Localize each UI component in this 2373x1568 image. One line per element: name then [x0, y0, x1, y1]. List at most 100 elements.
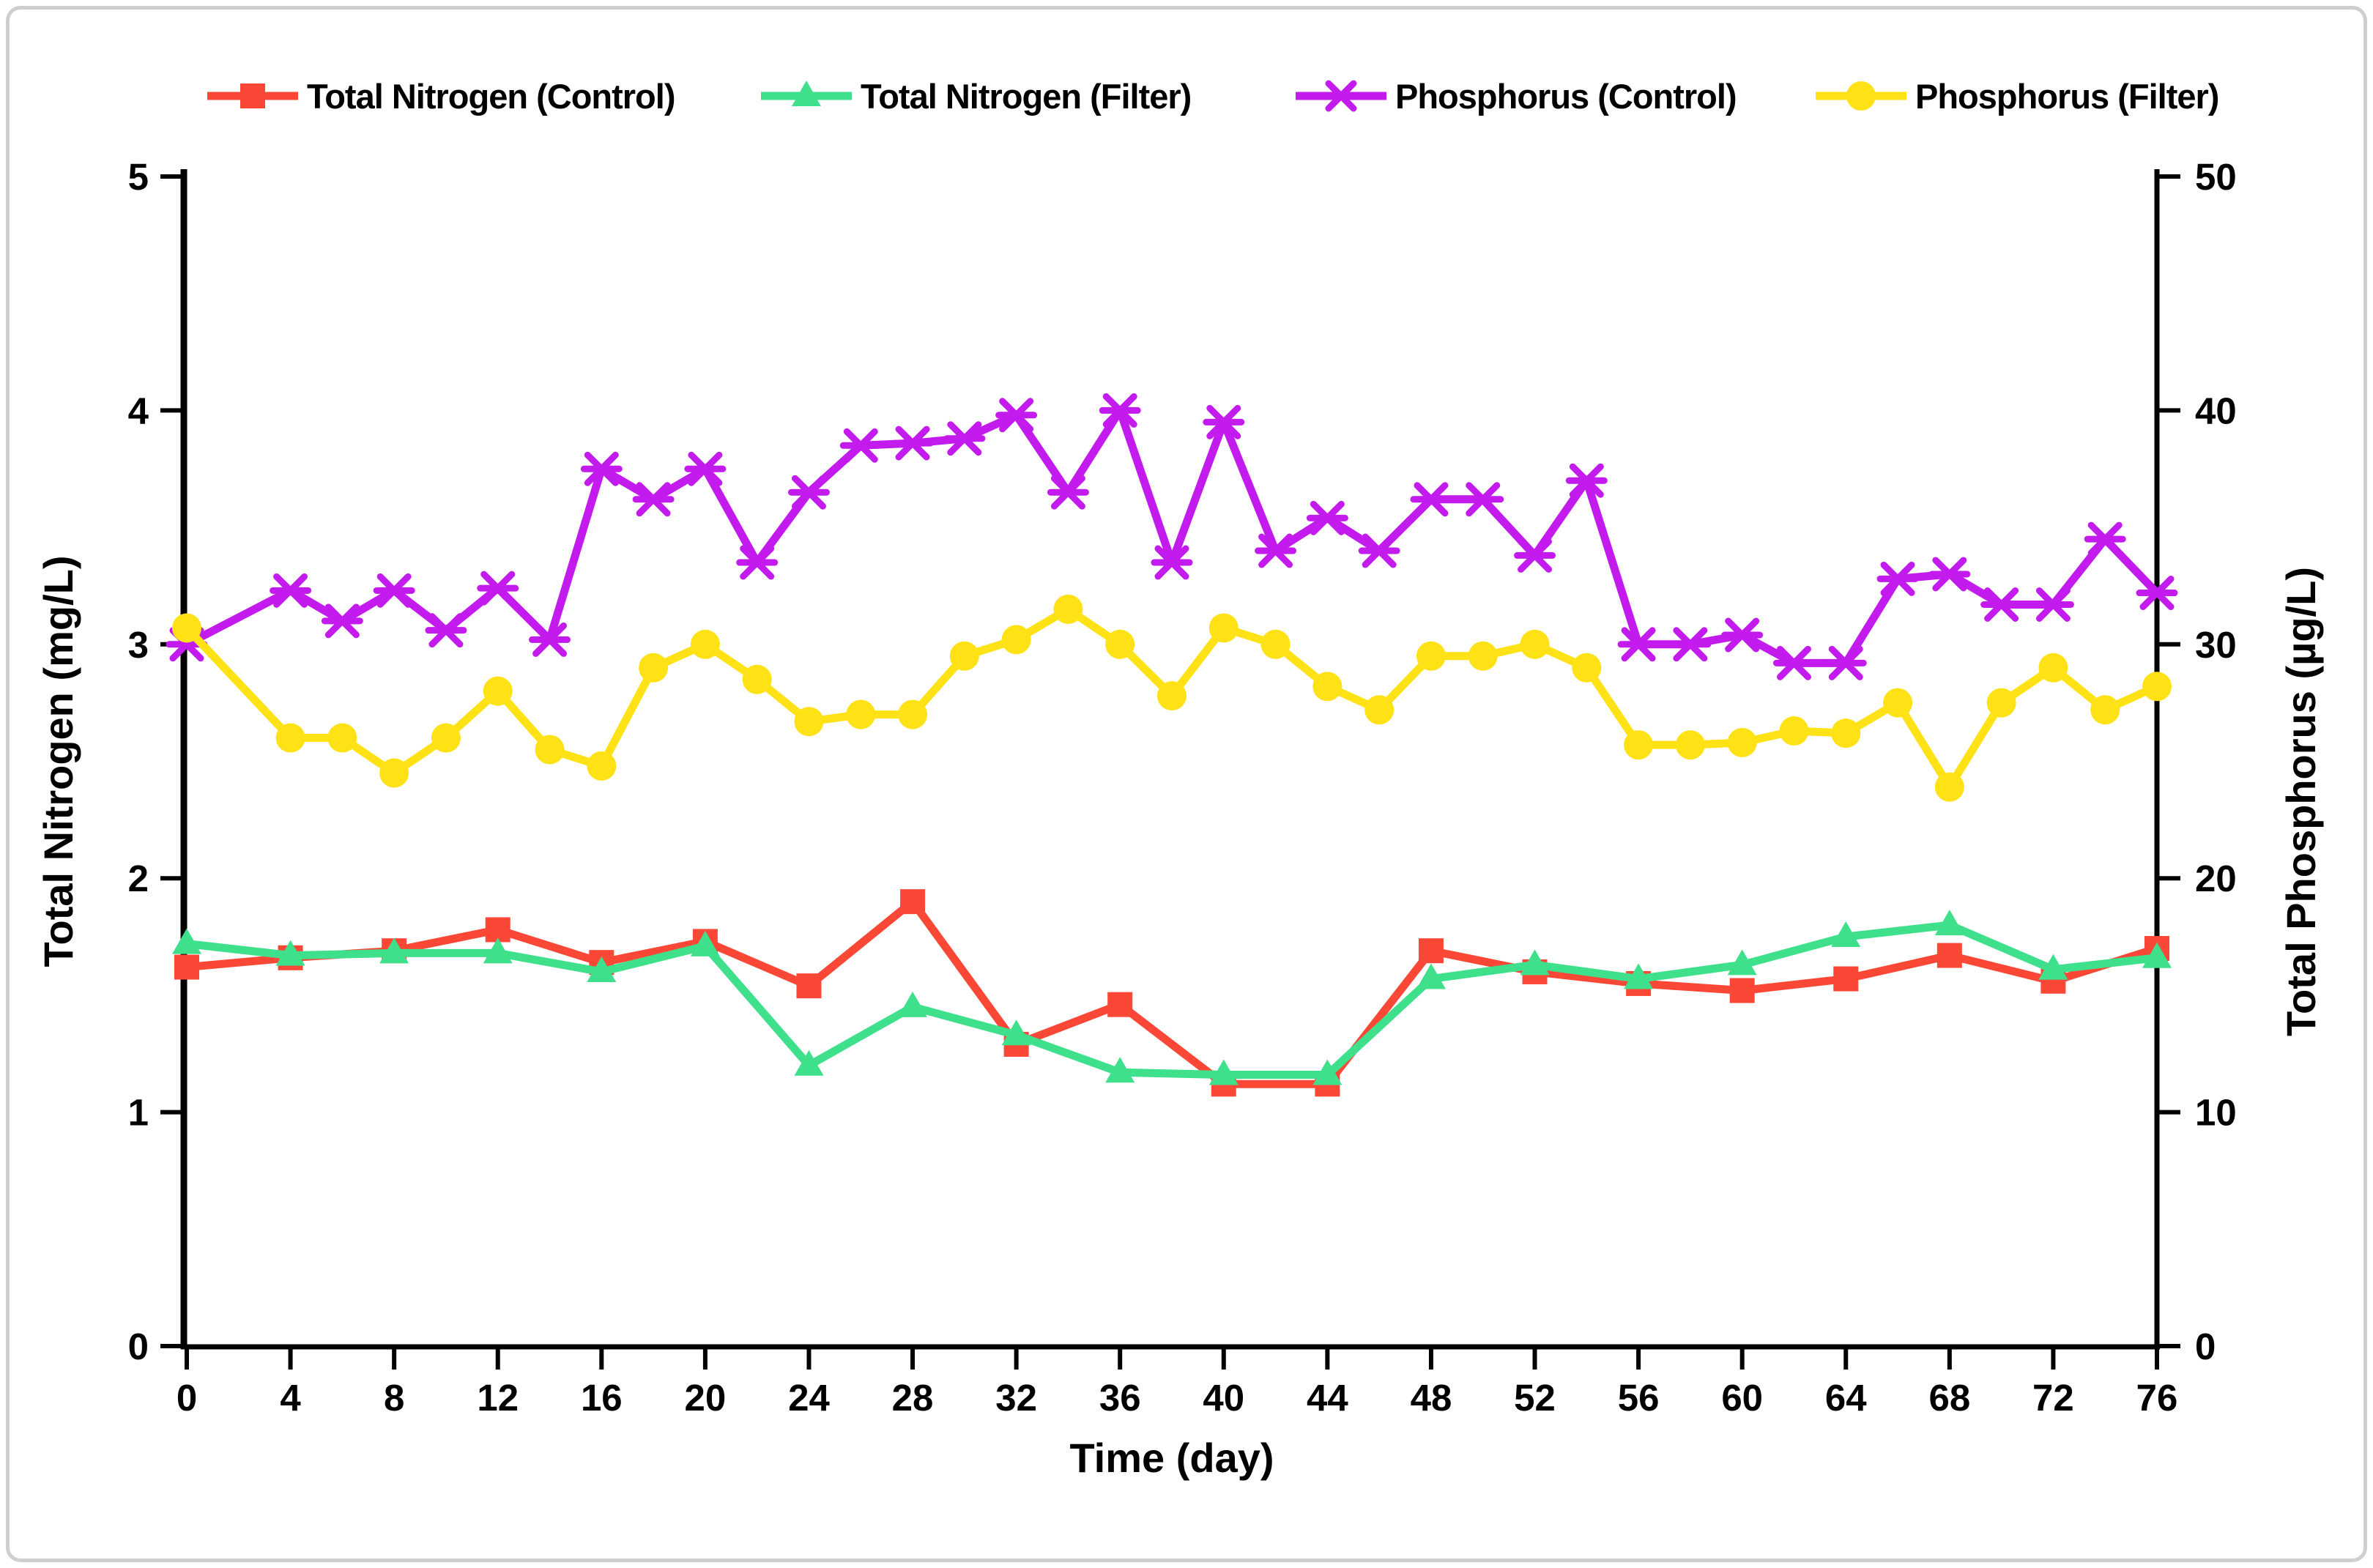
x-tick-label: 60 [1721, 1377, 1763, 1419]
square-marker [1936, 943, 1962, 968]
x-tick-label: 24 [788, 1377, 830, 1419]
circle-marker [794, 707, 824, 737]
legend-item-phosphorus-filter: Phosphorus (Filter) [1813, 73, 2219, 119]
x-tick-label: 72 [2032, 1377, 2074, 1419]
y-right-tick-label: 40 [2195, 390, 2237, 431]
asterisk-marker [787, 475, 830, 510]
triangle-marker [898, 991, 928, 1017]
x-tick-label: 56 [1618, 1377, 1660, 1419]
y-right-tick-label: 30 [2195, 624, 2237, 666]
circle-marker [2142, 672, 2172, 702]
x-tick-label: 8 [384, 1377, 404, 1419]
asterisk-marker [1824, 645, 1867, 680]
triangle-marker [1520, 949, 1550, 976]
series-line [182, 406, 2161, 667]
triangle-marker [794, 1049, 824, 1076]
asterisk-marker [1203, 404, 1245, 439]
circle-marker [846, 699, 876, 729]
asterisk-marker [2084, 521, 2126, 557]
legend: Total Nitrogen (Control) Total Nitrogen (… [10, 73, 2363, 124]
square-marker [1833, 966, 1859, 992]
triangle-marker [1624, 963, 1654, 989]
x-tick-label: 12 [477, 1377, 519, 1419]
asterisk-marker [1721, 617, 1764, 653]
triangle-marker [1208, 1059, 1239, 1085]
circle-marker [1934, 772, 1964, 802]
circle-marker [1364, 695, 1395, 725]
circle-marker [1572, 653, 1602, 683]
chart-figure: 0 1 2 3 4 5 0 10 20 30 40 50 0 4 8 12 16 20 24 28 32 36 40 44 48… [6, 6, 2367, 1562]
triangle-marker [483, 937, 513, 964]
y-left-axis-title: Total Nitrogen (mg/L) [35, 556, 81, 967]
asterisk-marker [1876, 561, 1919, 596]
legend-marker-square-icon [207, 83, 298, 108]
asterisk-marker [1099, 393, 1141, 428]
series-line [182, 897, 2161, 1088]
circle-marker [431, 723, 461, 753]
asterisk-marker [839, 428, 882, 463]
x-tick-label: 48 [1411, 1377, 1452, 1419]
asterisk-marker [1565, 463, 1608, 498]
circle-marker [535, 735, 565, 765]
triangle-marker [690, 930, 720, 956]
y-left-tick-label: 4 [128, 390, 149, 431]
square-marker [796, 973, 822, 999]
circle-marker [1001, 625, 1031, 655]
series-total-nitrogen-filter [172, 910, 2172, 1085]
triangle-marker [587, 956, 617, 982]
legend-marker-asterisk-icon [1296, 80, 1386, 112]
asterisk-marker [1772, 645, 1815, 680]
x-tick-label: 64 [1825, 1377, 1867, 1419]
asterisk-marker [1306, 500, 1348, 535]
asterisk-marker [270, 573, 312, 608]
asterisk-marker [2136, 576, 2178, 611]
circle-marker [1157, 681, 1186, 711]
circle-marker [275, 723, 305, 753]
triangle-marker [1727, 949, 1757, 976]
circle-marker [1208, 613, 1239, 643]
asterisk-marker [1255, 533, 1297, 568]
legend-item-total-nitrogen-control: Total Nitrogen (Control) [204, 73, 675, 119]
series-phosphorus-filter [172, 594, 2172, 802]
series-phosphorus-control [166, 393, 2178, 680]
x-tick-label: 44 [1307, 1377, 1348, 1419]
triangle-marker [2142, 942, 2172, 968]
triangle-marker [1831, 921, 1861, 948]
asterisk-marker [995, 398, 1038, 433]
y-right-tick-label: 50 [2195, 156, 2237, 198]
asterisk-marker [477, 571, 519, 606]
circle-marker [1468, 641, 1498, 671]
asterisk-marker [891, 426, 934, 461]
y-left-tick-label: 2 [128, 858, 149, 899]
triangle-marker [1312, 1059, 1343, 1085]
triangle-marker [1934, 910, 1964, 936]
circle-marker [1779, 716, 1809, 746]
asterisk-marker [425, 613, 467, 648]
y-left-tick-label: 5 [128, 156, 149, 198]
square-marker [1418, 938, 1444, 964]
asterisk-marker [632, 482, 675, 517]
legend-label: Total Nitrogen (Control) [307, 76, 675, 116]
y-right-tick-label: 10 [2195, 1092, 2237, 1134]
x-tick-label: 0 [177, 1377, 197, 1419]
asterisk-marker [1980, 587, 2023, 623]
x-tick-label: 40 [1203, 1377, 1244, 1419]
circle-marker [2038, 653, 2068, 683]
circle-marker [898, 699, 928, 729]
square-marker [174, 954, 199, 980]
asterisk-marker [580, 451, 623, 486]
series-line [182, 921, 2161, 1079]
triangle-marker [1105, 1057, 1135, 1083]
triangle-marker [379, 937, 409, 964]
asterisk-marker [1928, 557, 1971, 592]
legend-item-phosphorus-control: Phosphorus (Control) [1293, 73, 1737, 119]
asterisk-marker [1462, 482, 1504, 517]
x-tick-label: 16 [581, 1377, 623, 1419]
circle-marker [1520, 629, 1550, 659]
circle-marker [1260, 629, 1291, 659]
asterisk-marker [321, 603, 363, 639]
asterisk-marker [1047, 475, 1089, 510]
x-tick-label: 52 [1514, 1377, 1556, 1419]
circle-marker [1053, 594, 1083, 624]
